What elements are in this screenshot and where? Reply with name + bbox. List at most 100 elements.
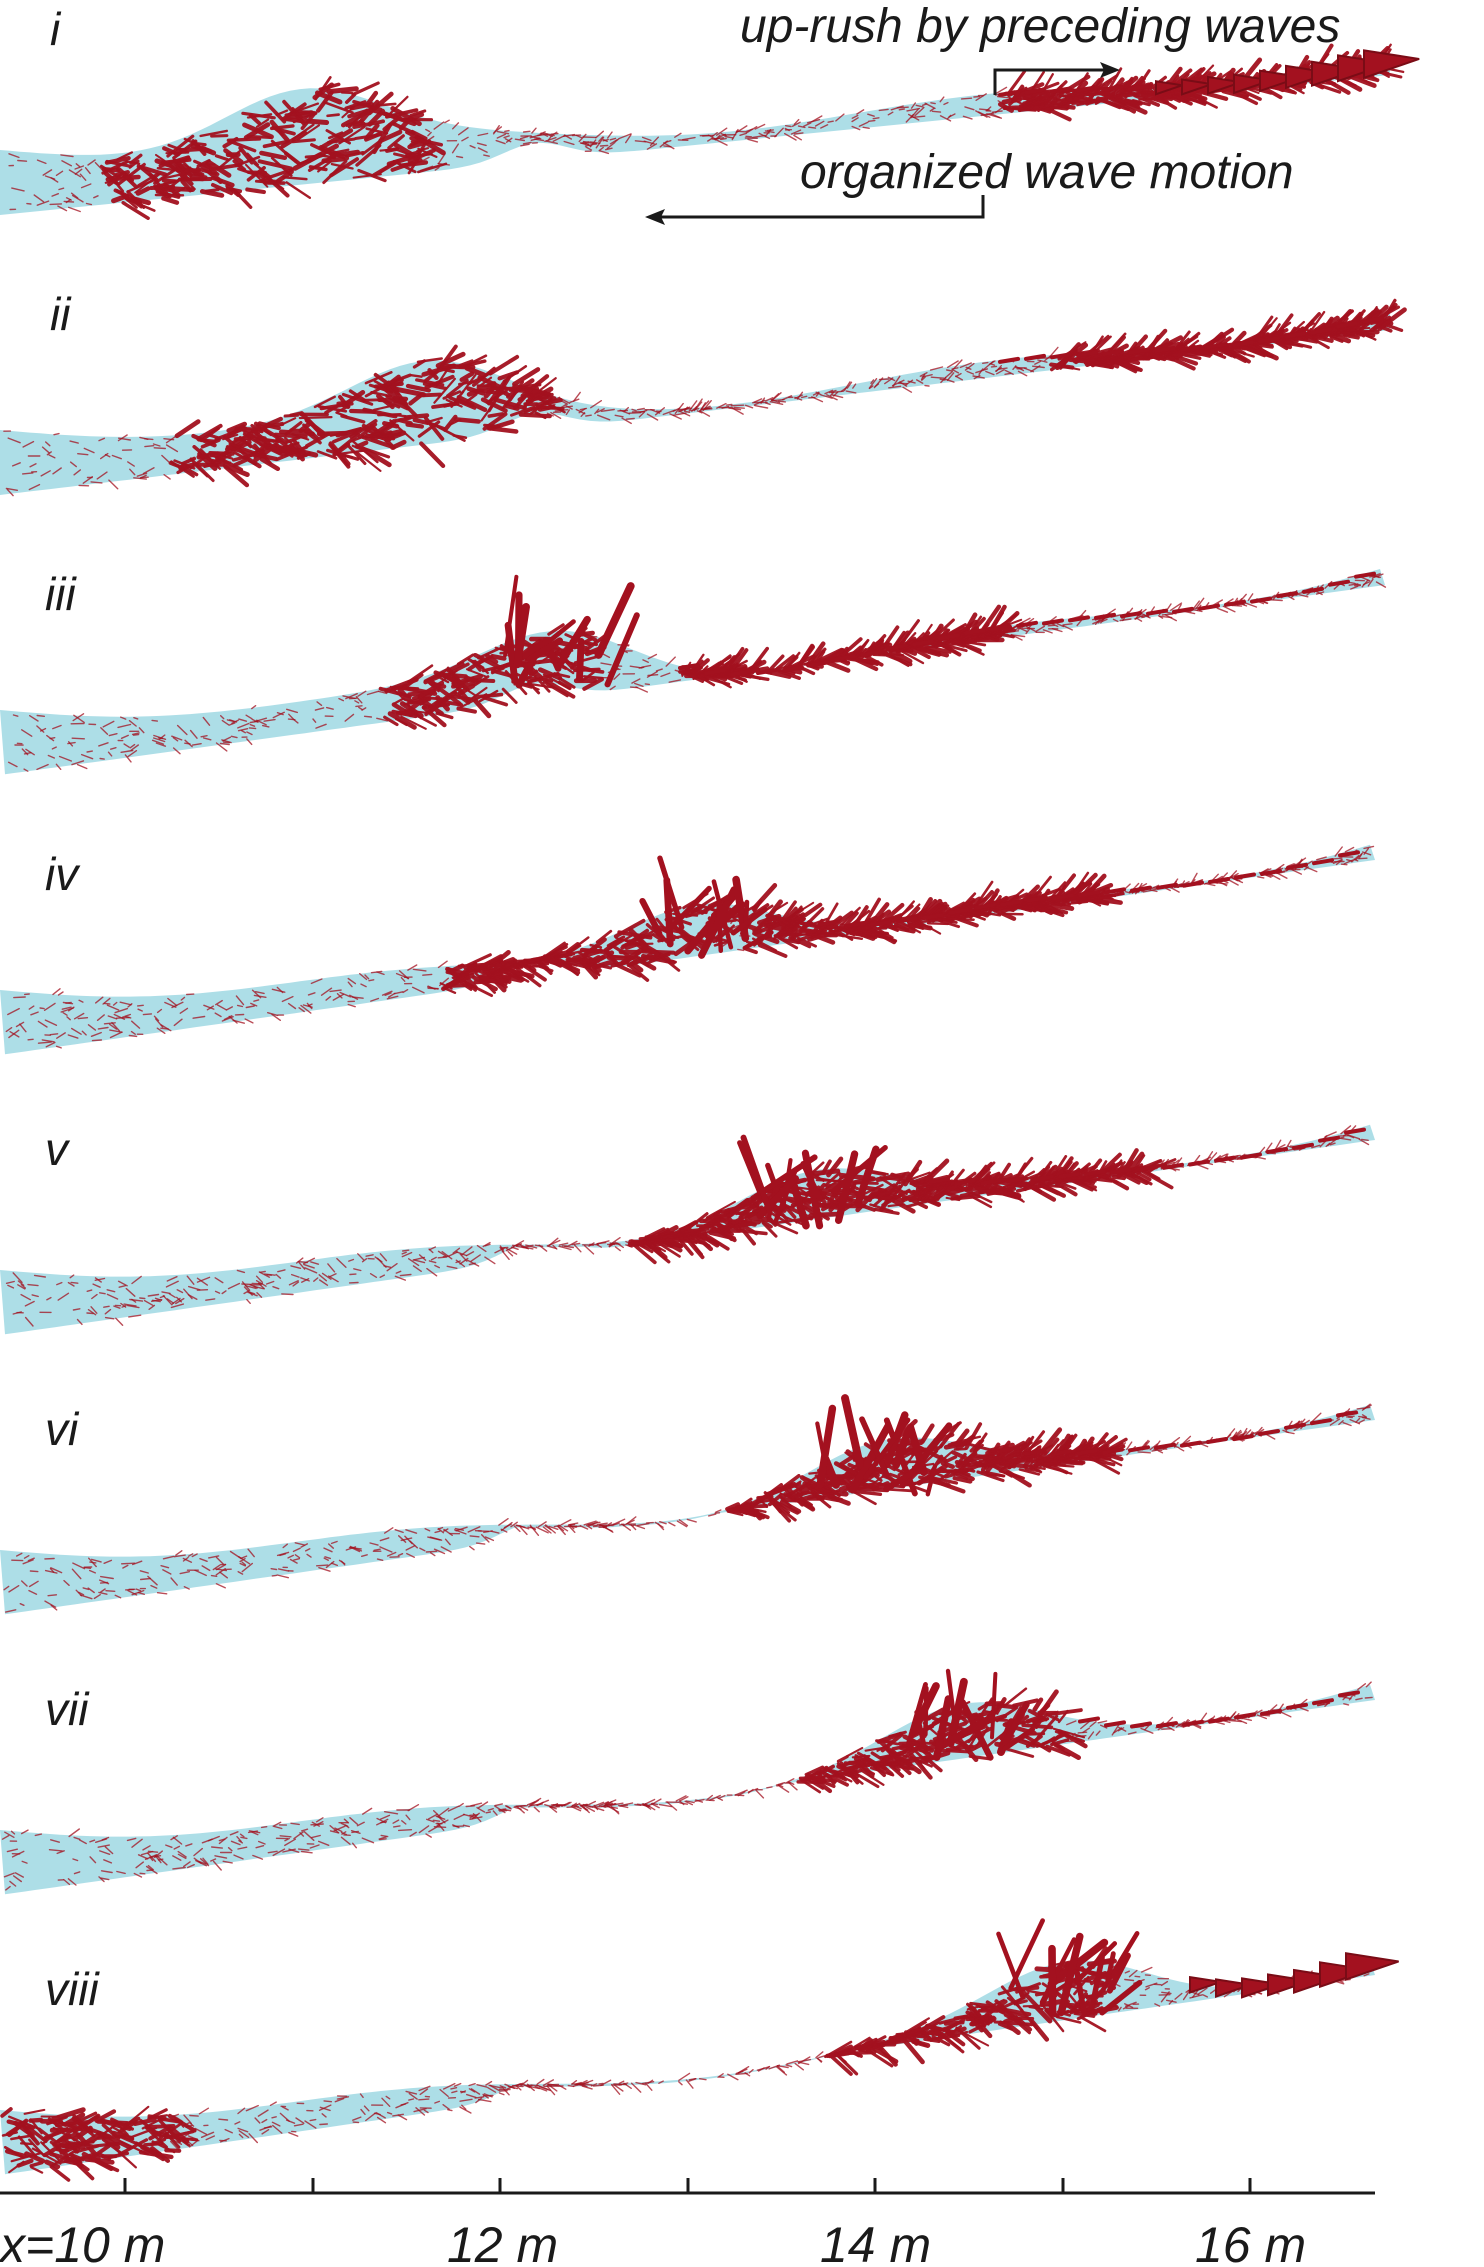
velocity-vector <box>130 744 140 751</box>
velocity-vector <box>613 673 621 680</box>
velocity-vector <box>243 430 268 448</box>
velocity-vector <box>920 898 943 920</box>
velocity-vector <box>314 707 325 711</box>
velocity-vector <box>1329 335 1344 343</box>
velocity-vector <box>270 139 298 164</box>
velocity-vector <box>262 724 270 728</box>
velocity-vector <box>298 1261 306 1270</box>
velocity-vector <box>1018 617 1031 625</box>
velocity-vector <box>1195 1163 1209 1170</box>
velocity-vector <box>939 115 952 122</box>
velocity-vector <box>607 131 613 139</box>
velocity-vector <box>1244 602 1258 608</box>
velocity-vector <box>203 461 222 469</box>
velocity-vector <box>175 1296 183 1303</box>
velocity-vector <box>109 747 117 750</box>
velocity-vector <box>598 136 604 142</box>
swash-vector <box>1312 858 1334 866</box>
velocity-vector <box>545 406 556 409</box>
velocity-vector <box>674 132 682 138</box>
velocity-vector <box>1256 317 1278 343</box>
velocity-vector <box>401 1251 413 1258</box>
velocity-vector <box>105 159 133 168</box>
velocity-vector <box>36 714 45 717</box>
velocity-vector <box>990 365 998 368</box>
swash-vector <box>1050 86 1072 94</box>
velocity-vector <box>291 107 303 119</box>
swash-vector <box>1000 899 1022 907</box>
velocity-vector <box>346 443 367 466</box>
velocity-vector <box>61 160 73 167</box>
velocity-vector <box>409 374 423 378</box>
velocity-vector <box>906 644 931 660</box>
velocity-vector <box>590 400 602 409</box>
velocity-vector <box>221 719 230 726</box>
velocity-vector <box>465 981 494 998</box>
velocity-vector <box>103 1305 110 1308</box>
velocity-vector <box>385 95 409 119</box>
velocity-vector <box>297 1260 308 1264</box>
velocity-vector <box>240 729 247 734</box>
velocity-vector <box>451 143 459 154</box>
velocity-vector <box>1173 884 1185 889</box>
velocity-vector <box>215 742 228 752</box>
breaking-vector <box>639 897 663 937</box>
velocity-vector <box>257 159 293 171</box>
velocity-vector <box>378 129 403 144</box>
water-body <box>0 1404 1375 1615</box>
velocity-vector <box>379 412 407 418</box>
velocity-vector <box>238 718 248 722</box>
velocity-vector <box>352 119 386 129</box>
velocity-vector <box>589 139 597 148</box>
breaking-vector <box>657 855 685 930</box>
velocity-vector <box>103 1002 111 1005</box>
velocity-vector <box>1143 614 1151 619</box>
velocity-vector <box>121 1013 132 1018</box>
velocity-vector <box>1222 605 1236 613</box>
velocity-vector <box>743 1225 759 1236</box>
velocity-vector <box>301 1277 310 1283</box>
velocity-vector <box>964 106 975 111</box>
velocity-vector <box>202 716 211 726</box>
velocity-vector <box>557 680 572 691</box>
velocity-vector <box>90 1031 102 1038</box>
swash-vector <box>1024 353 1046 361</box>
velocity-vector <box>351 81 380 97</box>
velocity-vector <box>987 912 1002 917</box>
velocity-vector <box>953 639 982 653</box>
velocity-vector <box>57 991 64 996</box>
velocity-vector <box>690 896 715 914</box>
velocity-vector <box>1224 346 1251 364</box>
velocity-vector <box>544 679 576 699</box>
velocity-vector <box>485 653 499 665</box>
velocity-vector <box>858 121 869 127</box>
velocity-vector <box>408 1258 420 1267</box>
swash-vector <box>1302 586 1324 594</box>
velocity-vector <box>51 746 57 750</box>
velocity-vector <box>142 1013 153 1016</box>
velocity-vector <box>1343 333 1360 340</box>
velocity-vector <box>374 1256 383 1263</box>
velocity-vector <box>189 729 198 739</box>
velocity-vector <box>310 978 323 985</box>
velocity-vector <box>877 1184 902 1198</box>
velocity-vector <box>168 1293 176 1299</box>
velocity-vector <box>1375 581 1387 588</box>
panel-ii: ii <box>0 288 1407 497</box>
velocity-vector <box>1071 1179 1094 1192</box>
velocity-vector <box>519 135 529 140</box>
velocity-vector <box>210 1574 218 1578</box>
velocity-vector <box>600 408 615 412</box>
velocity-vector <box>422 973 433 976</box>
velocity-vector <box>60 154 74 158</box>
velocity-vector <box>1251 340 1274 347</box>
velocity-vector <box>114 1007 129 1014</box>
velocity-vector <box>480 397 508 413</box>
velocity-vector <box>1242 1717 1253 1722</box>
velocity-vector <box>228 722 236 726</box>
velocity-vector <box>914 106 925 117</box>
swash-vector <box>922 913 944 921</box>
velocity-vector <box>1280 337 1309 341</box>
swash-vector <box>998 356 1020 364</box>
